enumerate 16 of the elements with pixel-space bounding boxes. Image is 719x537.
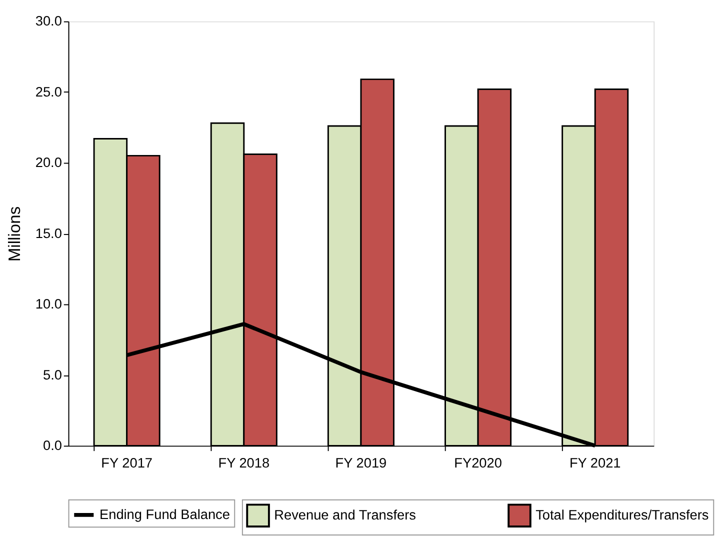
x-tick-label: FY2020: [454, 456, 502, 471]
y-tick-label: 0.0: [42, 438, 62, 454]
y-tick-label: 15.0: [35, 226, 62, 241]
y-tick-label: 25.0: [35, 84, 62, 100]
x-tick-label: FY 2017: [101, 456, 152, 471]
legend-label: Total Expenditures/Transfers: [536, 508, 709, 522]
x-tick-label: FY 2019: [335, 456, 387, 471]
y-axis-title: Millions: [4, 206, 24, 262]
y-tick-label: 5.0: [42, 367, 62, 382]
legend-label: Revenue and Transfers: [274, 508, 416, 522]
y-tick-label: 10.0: [35, 296, 62, 312]
legend-label: Ending Fund Balance: [100, 506, 230, 522]
y-tick-label: 20.0: [35, 155, 62, 170]
x-tick-label: FY 2018: [218, 456, 270, 471]
y-tick-label: 30.0: [35, 14, 62, 29]
x-tick-label: FY 2021: [569, 456, 621, 471]
